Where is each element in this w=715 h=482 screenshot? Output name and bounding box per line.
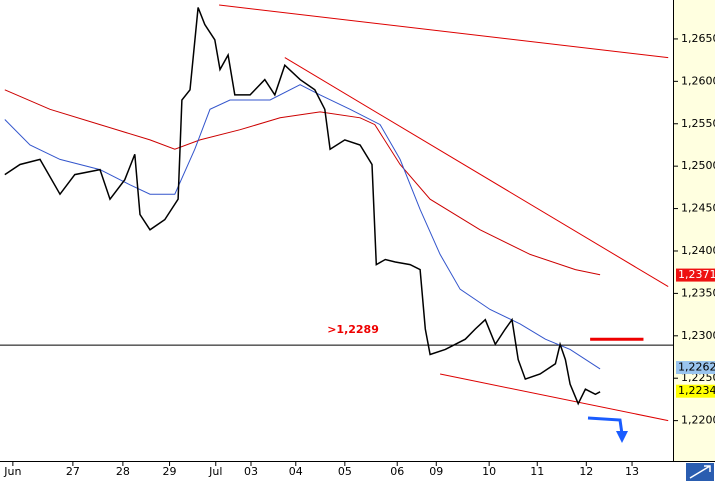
x-tick-label: 03 bbox=[244, 465, 258, 478]
x-tick-label: 04 bbox=[289, 465, 303, 478]
x-tick-label: 28 bbox=[116, 465, 130, 478]
x-tick-label: 06 bbox=[390, 465, 404, 478]
arrow bbox=[587, 416, 624, 435]
price-label-box bbox=[676, 268, 715, 282]
price-line bbox=[4, 7, 601, 406]
y-tick-label: 1,26500 bbox=[681, 32, 715, 45]
y-tick-label: 1,25500 bbox=[681, 117, 715, 130]
x-tick-label: 12 bbox=[579, 465, 593, 478]
x-tick-label: 09 bbox=[429, 465, 443, 478]
price-label: 1,23716 bbox=[678, 268, 715, 281]
trendline bbox=[219, 4, 669, 59]
trendline bbox=[439, 373, 669, 422]
moving-average bbox=[4, 84, 601, 370]
annotation: >1,2289 bbox=[327, 323, 379, 336]
price-label-box bbox=[676, 384, 715, 398]
x-tick-label: 05 bbox=[338, 465, 352, 478]
x-tick-label: Jun bbox=[3, 465, 21, 478]
price-label: 1,22626 bbox=[678, 361, 715, 374]
y-tick-label: 1,24000 bbox=[681, 244, 715, 257]
y-tick-label: 1,23500 bbox=[681, 286, 715, 299]
y-tick-label: 1,22500 bbox=[681, 371, 715, 384]
x-tick-label: Jul bbox=[208, 465, 222, 478]
trendline bbox=[284, 57, 669, 288]
x-tick-label: 10 bbox=[482, 465, 496, 478]
y-tick-label: 1,25000 bbox=[681, 159, 715, 172]
x-tick-label: 27 bbox=[66, 465, 80, 478]
x-tick-label: 29 bbox=[163, 465, 177, 478]
arrow-head bbox=[616, 431, 628, 443]
y-tick-label: 1,24500 bbox=[681, 202, 715, 215]
y-tick-label: 1,26000 bbox=[681, 74, 715, 87]
y-tick-label: 1,22000 bbox=[681, 414, 715, 427]
y-tick-label: 1,23000 bbox=[681, 329, 715, 342]
x-tick-label: 11 bbox=[530, 465, 544, 478]
corner-icon-glyph bbox=[689, 465, 711, 479]
price-label: 1,22347 bbox=[678, 384, 715, 397]
moving-average bbox=[4, 89, 601, 276]
plot-area bbox=[0, 4, 673, 422]
x-tick-label: 13 bbox=[625, 465, 639, 478]
price-label-box bbox=[676, 361, 715, 375]
